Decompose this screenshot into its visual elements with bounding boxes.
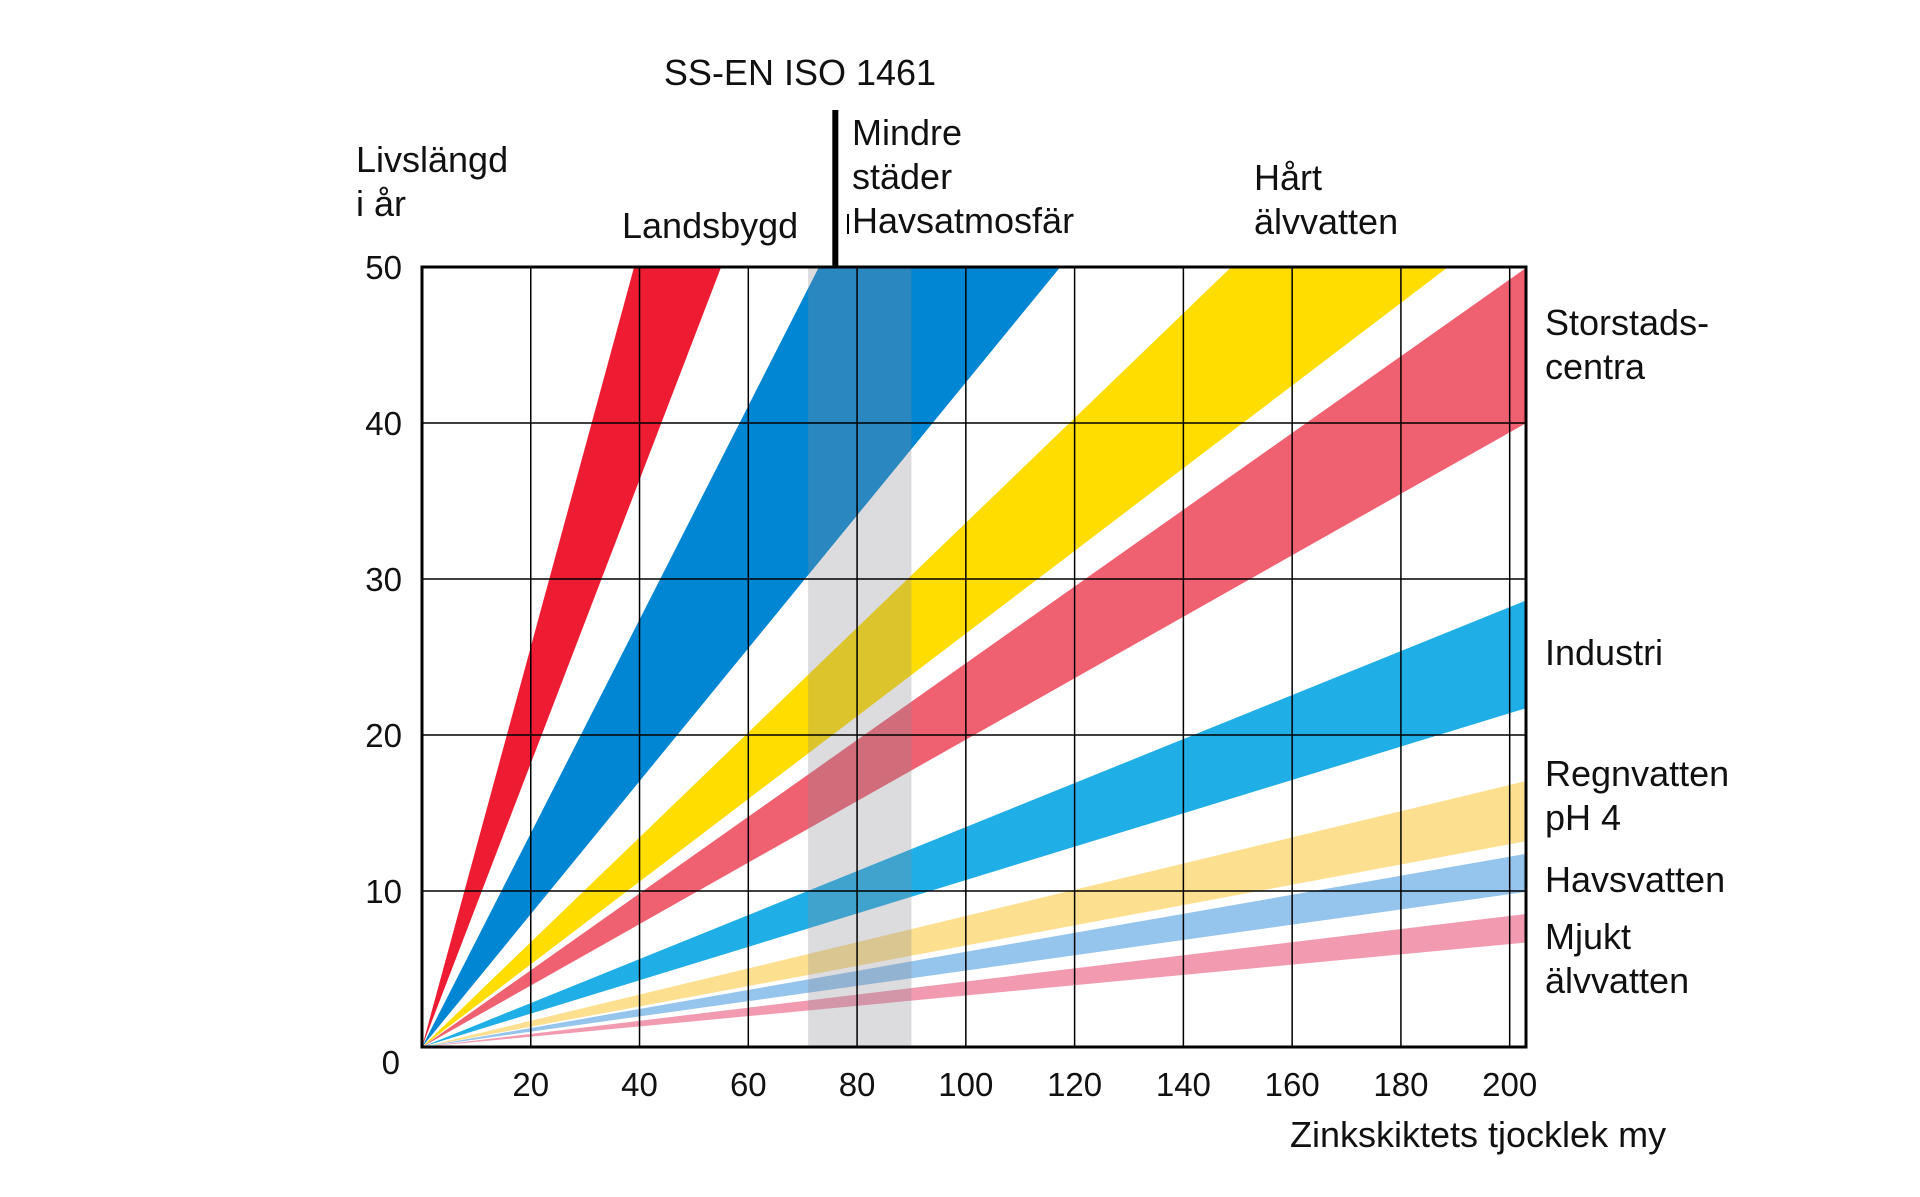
x-tick-label: 100 [938, 1066, 993, 1103]
axis-ticks: 20 40 60 80 100 120 140 160 180 200 0 10 20 30 40 50 [365, 249, 1537, 1103]
series-bands [422, 267, 1526, 1047]
series-band-4 [422, 267, 1526, 1047]
x-tick-label: 180 [1373, 1066, 1428, 1103]
series-label-8: Mjukt älvvatten [1545, 916, 1689, 1001]
y-tick-label: 40 [365, 405, 402, 442]
grid [422, 267, 1526, 1047]
standard-band-rect [808, 267, 912, 1047]
series-label-6: Regnvatten pH 4 [1545, 753, 1729, 838]
series-label-4: Storstads-centra [1545, 302, 1709, 387]
series-band-7 [422, 853, 1526, 1047]
series-band-1 [422, 267, 722, 1047]
labels: Livslängd i år Zinkskiktets tjocklek my SS-… [356, 52, 1729, 1155]
series-label-5: Industri [1545, 632, 1663, 673]
series-label-7: Havsvatten [1545, 859, 1725, 900]
x-tick-label: 40 [621, 1066, 658, 1103]
series-label-3: Hårt älvvatten [1254, 157, 1398, 242]
x-tick-label: 80 [839, 1066, 876, 1103]
x-tick-label: 200 [1482, 1066, 1537, 1103]
series-band-6 [422, 780, 1526, 1047]
y-tick-label: 20 [365, 717, 402, 754]
x-tick-label: 140 [1156, 1066, 1211, 1103]
y-tick-label: 0 [382, 1044, 400, 1081]
series-band-2 [422, 267, 1061, 1047]
y-axis-label: Livslängd i år [356, 139, 508, 224]
standard-band [808, 110, 912, 1047]
plot-frame [420, 265, 1528, 1049]
x-tick-label: 160 [1265, 1066, 1320, 1103]
standard-label: SS-EN ISO 1461 [664, 52, 936, 93]
y-tick-label: 50 [365, 249, 402, 286]
x-tick-label: 20 [512, 1066, 549, 1103]
x-tick-label: 60 [730, 1066, 767, 1103]
series-band-3 [422, 267, 1449, 1047]
y-tick-label: 30 [365, 561, 402, 598]
series-band-8 [422, 913, 1526, 1047]
series-label-1: Landsbygd [622, 205, 798, 246]
y-tick-label: 10 [365, 873, 402, 910]
series-label-2: Mindre städer Havsatmosfär [852, 112, 1074, 241]
x-axis-label: Zinkskiktets tjocklek my [1290, 1114, 1666, 1155]
x-tick-label: 120 [1047, 1066, 1102, 1103]
series-band-5 [422, 600, 1526, 1047]
